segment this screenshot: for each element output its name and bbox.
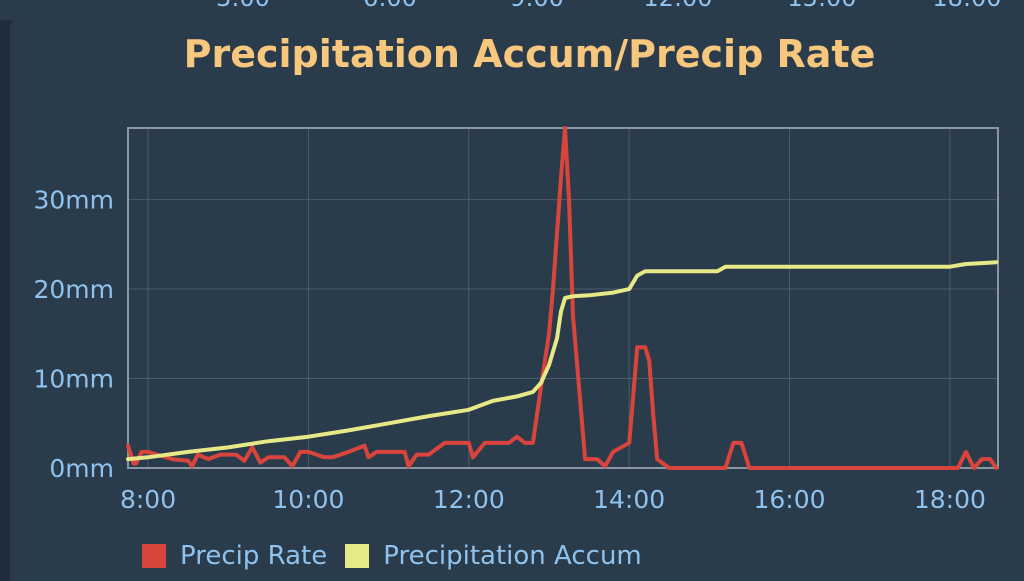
x-tick-label: 14:00 (593, 485, 665, 514)
top-axis-tick: 3:00 (216, 0, 270, 12)
series-line-precip-rate (126, 126, 999, 470)
legend-label: Precip Rate (180, 541, 328, 571)
y-tick-label: 20mm (33, 275, 114, 304)
top-axis-tick: 18:00 (932, 0, 1001, 12)
legend-label: Precipitation Accum (383, 541, 642, 571)
y-tick-label: 10mm (33, 365, 114, 394)
top-axis-strip: 3:00 6:00 9:00 12:00 15:00 18:00 (0, 0, 1024, 20)
x-tick-label: 8:00 (120, 485, 176, 514)
top-axis-tick: 6:00 (363, 0, 417, 12)
legend-item-precip-rate[interactable]: Precip Rate (142, 541, 327, 571)
series-line-precipitation-accum (126, 260, 999, 462)
x-tick-label: 18:00 (914, 485, 986, 514)
legend-item-precipitation-accum[interactable]: Precipitation Accum (345, 541, 642, 571)
top-axis-tick: 9:00 (510, 0, 564, 12)
x-tick-label: 12:00 (433, 485, 505, 514)
y-tick-label: 0mm (49, 454, 114, 483)
top-axis-tick: 12:00 (643, 0, 712, 12)
legend-swatch (345, 544, 370, 568)
x-tick-label: 10:00 (272, 485, 344, 514)
chart-title: Precipitation Accum/Precip Rate (183, 32, 876, 76)
top-axis-tick: 15:00 (787, 0, 856, 12)
y-tick-label: 30mm (33, 186, 114, 215)
x-tick-label: 16:00 (753, 485, 825, 514)
chart-legend: Precip Rate Precipitation Accum (142, 540, 660, 572)
legend-swatch (142, 544, 166, 568)
